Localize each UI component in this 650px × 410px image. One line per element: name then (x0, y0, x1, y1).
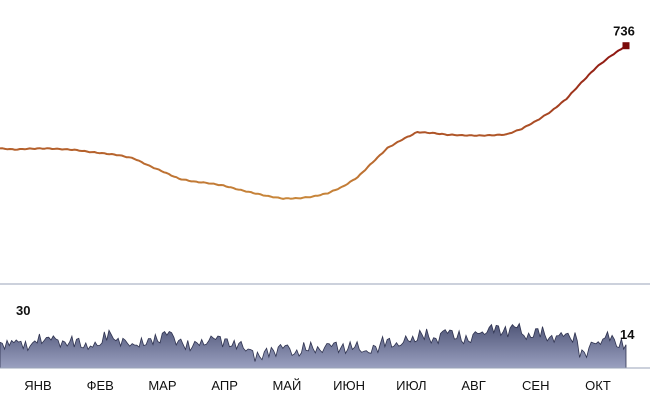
month-tick-label: ИЮЛ (396, 378, 426, 393)
series-line (0, 44, 627, 200)
month-tick-label: АПР (211, 378, 238, 393)
month-tick-label: МАЙ (272, 378, 301, 393)
price-line-chart (0, 42, 630, 200)
month-tick-label: МАР (148, 378, 176, 393)
month-tick-label: АВГ (461, 378, 485, 393)
month-tick-label: ИЮН (333, 378, 365, 393)
month-axis: ЯНВ ФЕВ МАР АПР МАЙ ИЮН ИЮЛ АВГ СЕН ОКТ (24, 378, 611, 393)
volume-area-chart (0, 322, 627, 369)
data-labels: 736 30 14 (16, 24, 635, 342)
volume-max-label: 30 (16, 303, 30, 318)
line-end-value-label: 736 (613, 24, 635, 39)
volume-last-label: 14 (620, 327, 635, 342)
line-end-marker (622, 42, 630, 50)
month-tick-label: ЯНВ (24, 378, 51, 393)
volume-area (0, 322, 627, 369)
month-tick-label: ОКТ (585, 378, 611, 393)
month-tick-label: СЕН (522, 378, 549, 393)
month-tick-label: ФЕВ (87, 378, 114, 393)
